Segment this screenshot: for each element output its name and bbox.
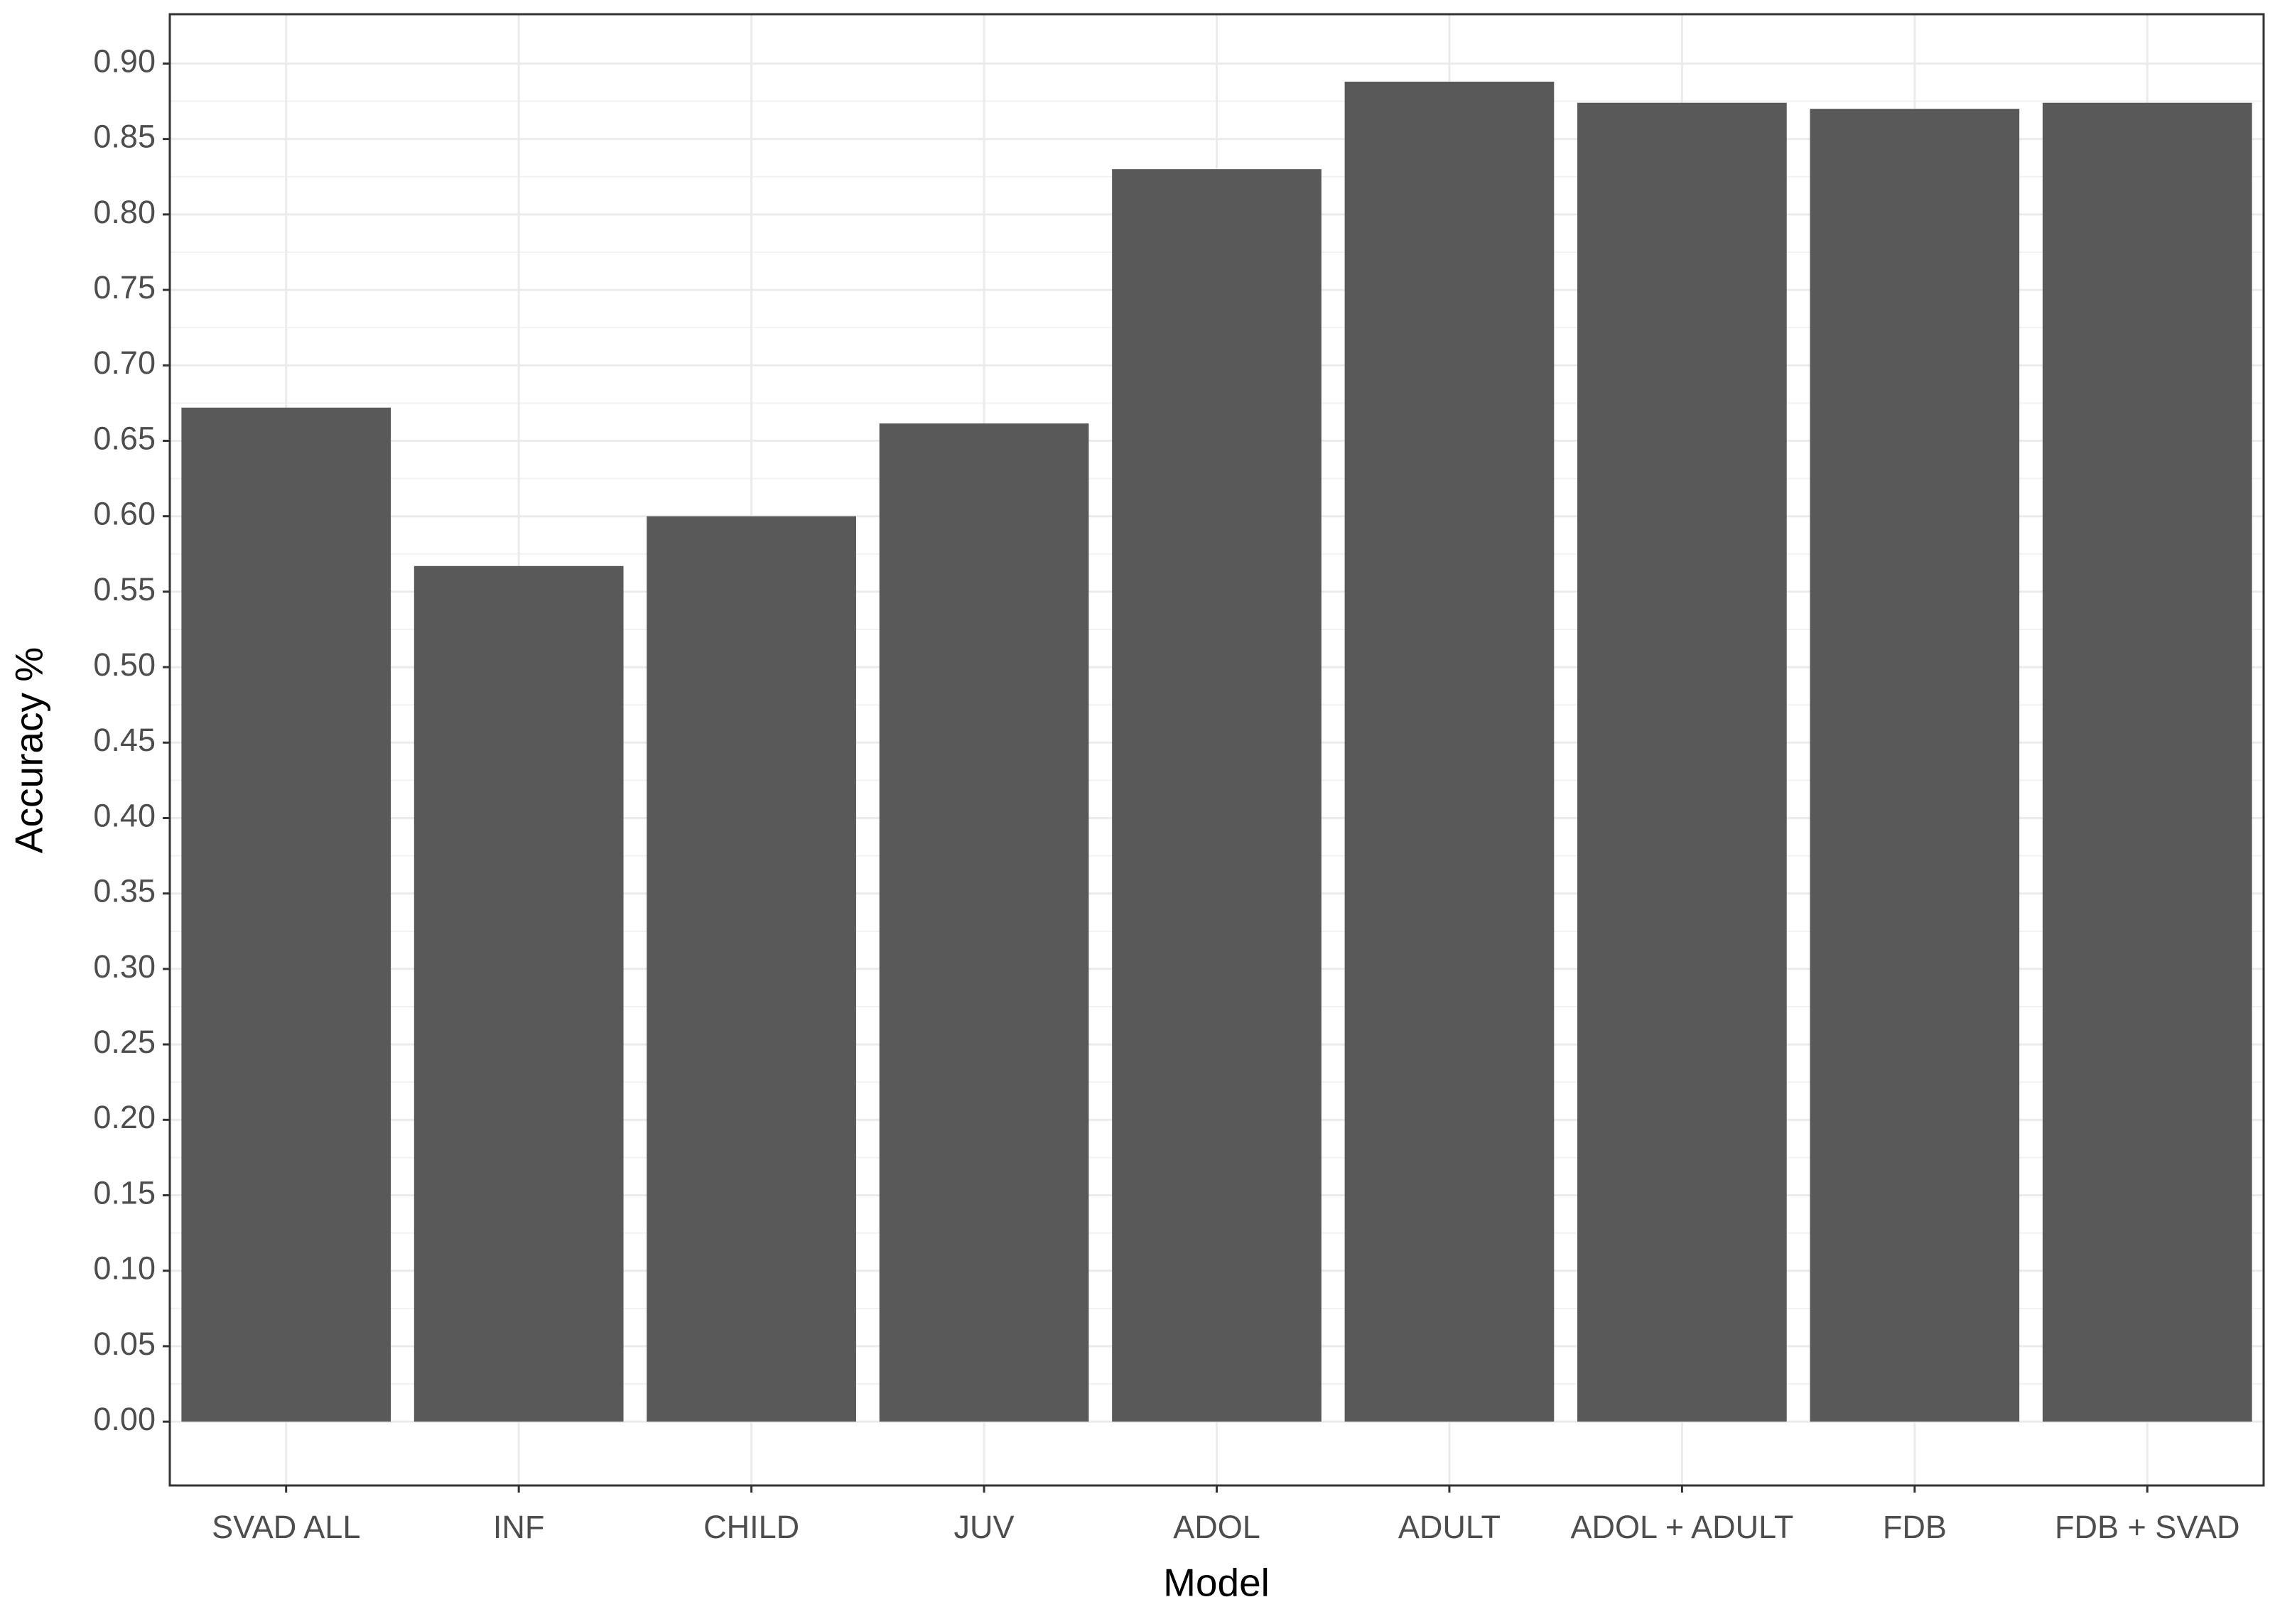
x-tick-label: ADOL [1173, 1509, 1260, 1545]
y-axis-title: Accuracy % [7, 647, 51, 853]
y-tick-label: 0.00 [93, 1401, 156, 1437]
x-tick-label: JUV [954, 1509, 1015, 1545]
x-tick-label: CHILD [703, 1509, 799, 1545]
bar [181, 407, 391, 1422]
y-tick-label: 0.10 [93, 1250, 156, 1287]
y-tick-label: 0.65 [93, 420, 156, 456]
bar [879, 423, 1089, 1422]
y-tick-label: 0.15 [93, 1174, 156, 1211]
y-tick-label: 0.05 [93, 1326, 156, 1362]
bar [1810, 109, 2020, 1422]
y-tick-label: 0.40 [93, 797, 156, 833]
y-tick-label: 0.70 [93, 345, 156, 381]
y-tick-label: 0.25 [93, 1024, 156, 1060]
x-tick-label: ADOL + ADULT [1570, 1509, 1793, 1545]
x-axis-title: Model [1163, 1561, 1270, 1605]
y-tick-label: 0.90 [93, 43, 156, 79]
y-tick-label: 0.60 [93, 496, 156, 532]
bar [647, 516, 856, 1422]
y-tick-label: 0.55 [93, 571, 156, 607]
bar [1344, 81, 1555, 1422]
bar [2042, 102, 2252, 1422]
bar [1112, 169, 1322, 1422]
bar [414, 565, 624, 1422]
y-tick-label: 0.45 [93, 722, 156, 758]
bars [181, 81, 2252, 1422]
y-tick-label: 0.80 [93, 194, 156, 230]
y-tick-label: 0.35 [93, 873, 156, 909]
y-tick-label: 0.75 [93, 269, 156, 305]
x-tick-label: FDB + SVAD [2055, 1509, 2240, 1545]
x-tick-label: ADULT [1398, 1509, 1501, 1545]
x-tick-label: SVAD ALL [212, 1509, 360, 1545]
y-tick-label: 0.85 [93, 119, 156, 155]
y-tick-label: 0.30 [93, 948, 156, 985]
x-tick-label: INF [493, 1509, 545, 1545]
y-tick-label: 0.50 [93, 646, 156, 683]
y-tick-label: 0.20 [93, 1099, 156, 1135]
bar [1577, 102, 1787, 1422]
x-tick-label: FDB [1883, 1509, 1947, 1545]
